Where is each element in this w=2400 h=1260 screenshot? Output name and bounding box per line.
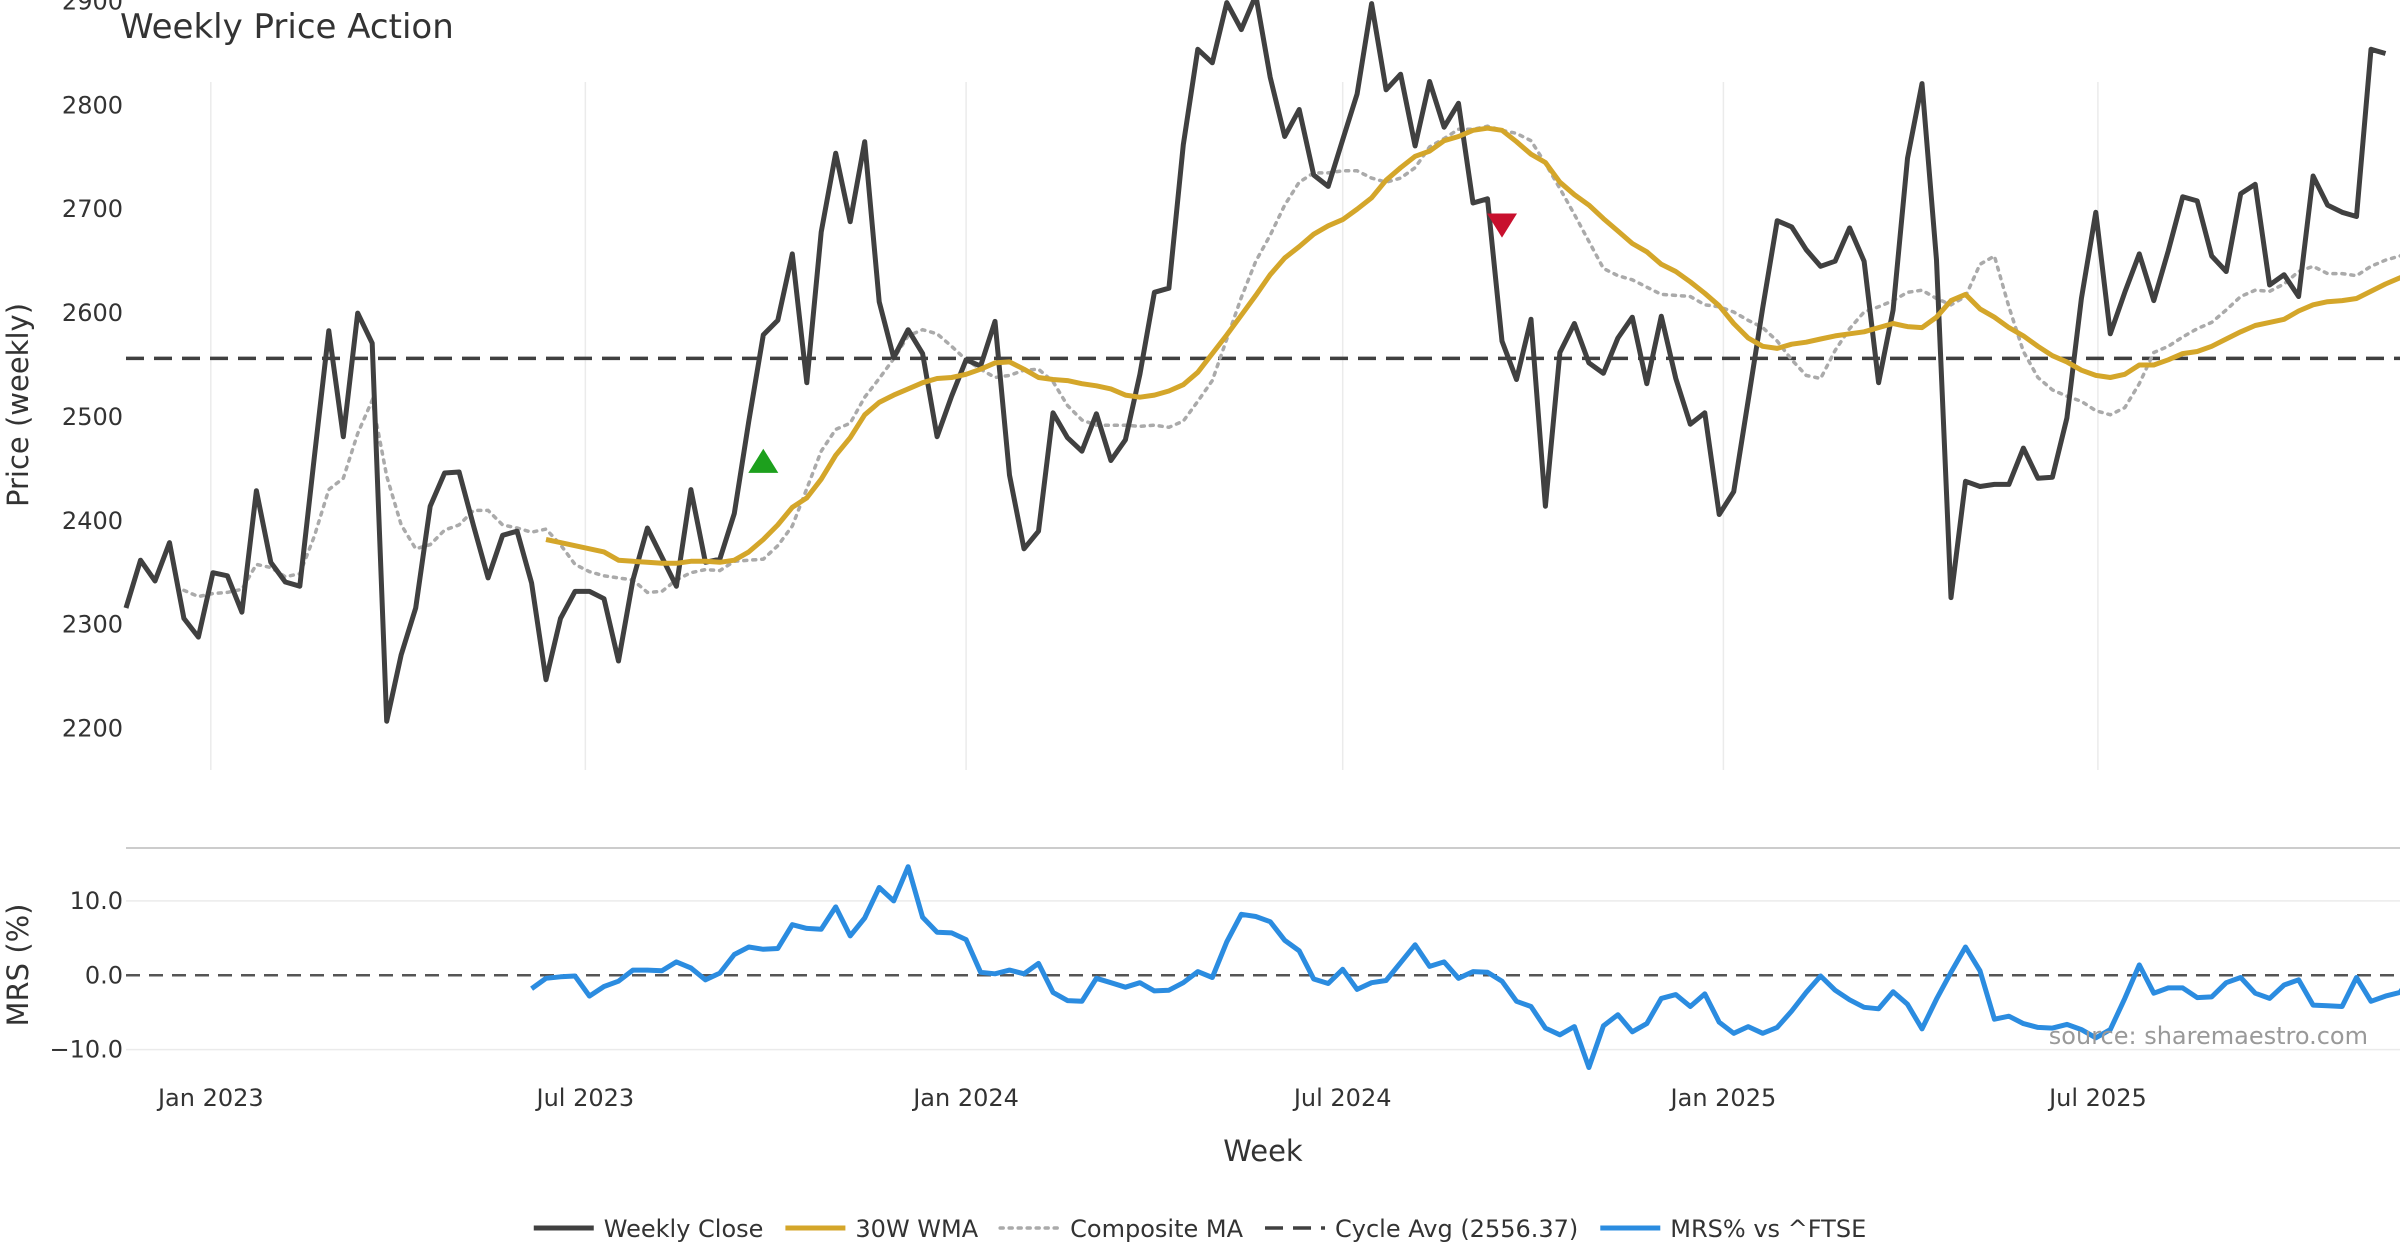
- mrs-y-tick-label: 10.0: [70, 887, 123, 915]
- legend-label: Weekly Close: [604, 1215, 764, 1243]
- x-tick-labels: Jan 2023 Jul 2023 Jan 2024 Jul 2024 Jan 2025…: [156, 1084, 2147, 1112]
- x-axis-label: Week: [1223, 1134, 1303, 1168]
- price-y-tick-label: 2900: [62, 0, 123, 16]
- legend-label: 30W WMA: [855, 1215, 978, 1243]
- price-y-axis-label: Price (weekly): [1, 303, 35, 507]
- price-y-tick-label: 2500: [62, 403, 123, 431]
- price-y-tick-label: 2800: [62, 91, 123, 119]
- legend-label: MRS% vs ^FTSE: [1670, 1215, 1866, 1243]
- price-y-tick-label: 2300: [62, 611, 123, 639]
- mrs-series-group: [126, 864, 2400, 1070]
- mrs-y-tick-label: −10.0: [49, 1036, 123, 1064]
- mrs-line: [530, 864, 2400, 1070]
- mrs-y-axis-label: MRS (%): [1, 904, 35, 1027]
- mrs-y-tick-labels: −10.0 0.0 10.0: [49, 887, 123, 1064]
- source-note: source: sharemaestro.com: [2049, 1022, 2368, 1050]
- chart-legend: Weekly Close 30W WMA Composite MA Cycle Avg…: [533, 1215, 1866, 1243]
- x-tick-label: Jul 2025: [2047, 1084, 2147, 1112]
- price-y-tick-label: 2400: [62, 507, 123, 535]
- price-y-tick-labels: 2200 2300 2400 2500 2600 2700 2800 2900: [62, 0, 123, 742]
- weekly-close-line: [123, 0, 2387, 724]
- x-tick-label: Jan 2023: [156, 1084, 264, 1112]
- mrs-gridlines: [126, 900, 2400, 1051]
- wma-30w-line: [545, 125, 2400, 566]
- price-y-tick-label: 2600: [62, 299, 123, 327]
- mrs-y-tick-label: 0.0: [85, 961, 123, 989]
- price-y-tick-label: 2700: [62, 195, 123, 223]
- signal-markers: [748, 213, 1517, 473]
- x-tick-label: Jul 2023: [535, 1084, 635, 1112]
- x-tick-label: Jan 2024: [911, 1084, 1019, 1112]
- buy-signal-marker: [748, 448, 779, 473]
- price-gridlines: [210, 82, 2099, 770]
- legend-label: Composite MA: [1070, 1215, 1243, 1243]
- price-series-group: [123, 0, 2400, 724]
- legend-label: Cycle Avg (2556.37): [1335, 1215, 1578, 1243]
- chart-title: Weekly Price Action: [120, 7, 454, 47]
- price-y-tick-label: 2200: [62, 714, 123, 742]
- x-tick-label: Jul 2024: [1292, 1084, 1392, 1112]
- sell-signal-marker: [1486, 213, 1517, 238]
- x-tick-label: Jan 2025: [1669, 1084, 1777, 1112]
